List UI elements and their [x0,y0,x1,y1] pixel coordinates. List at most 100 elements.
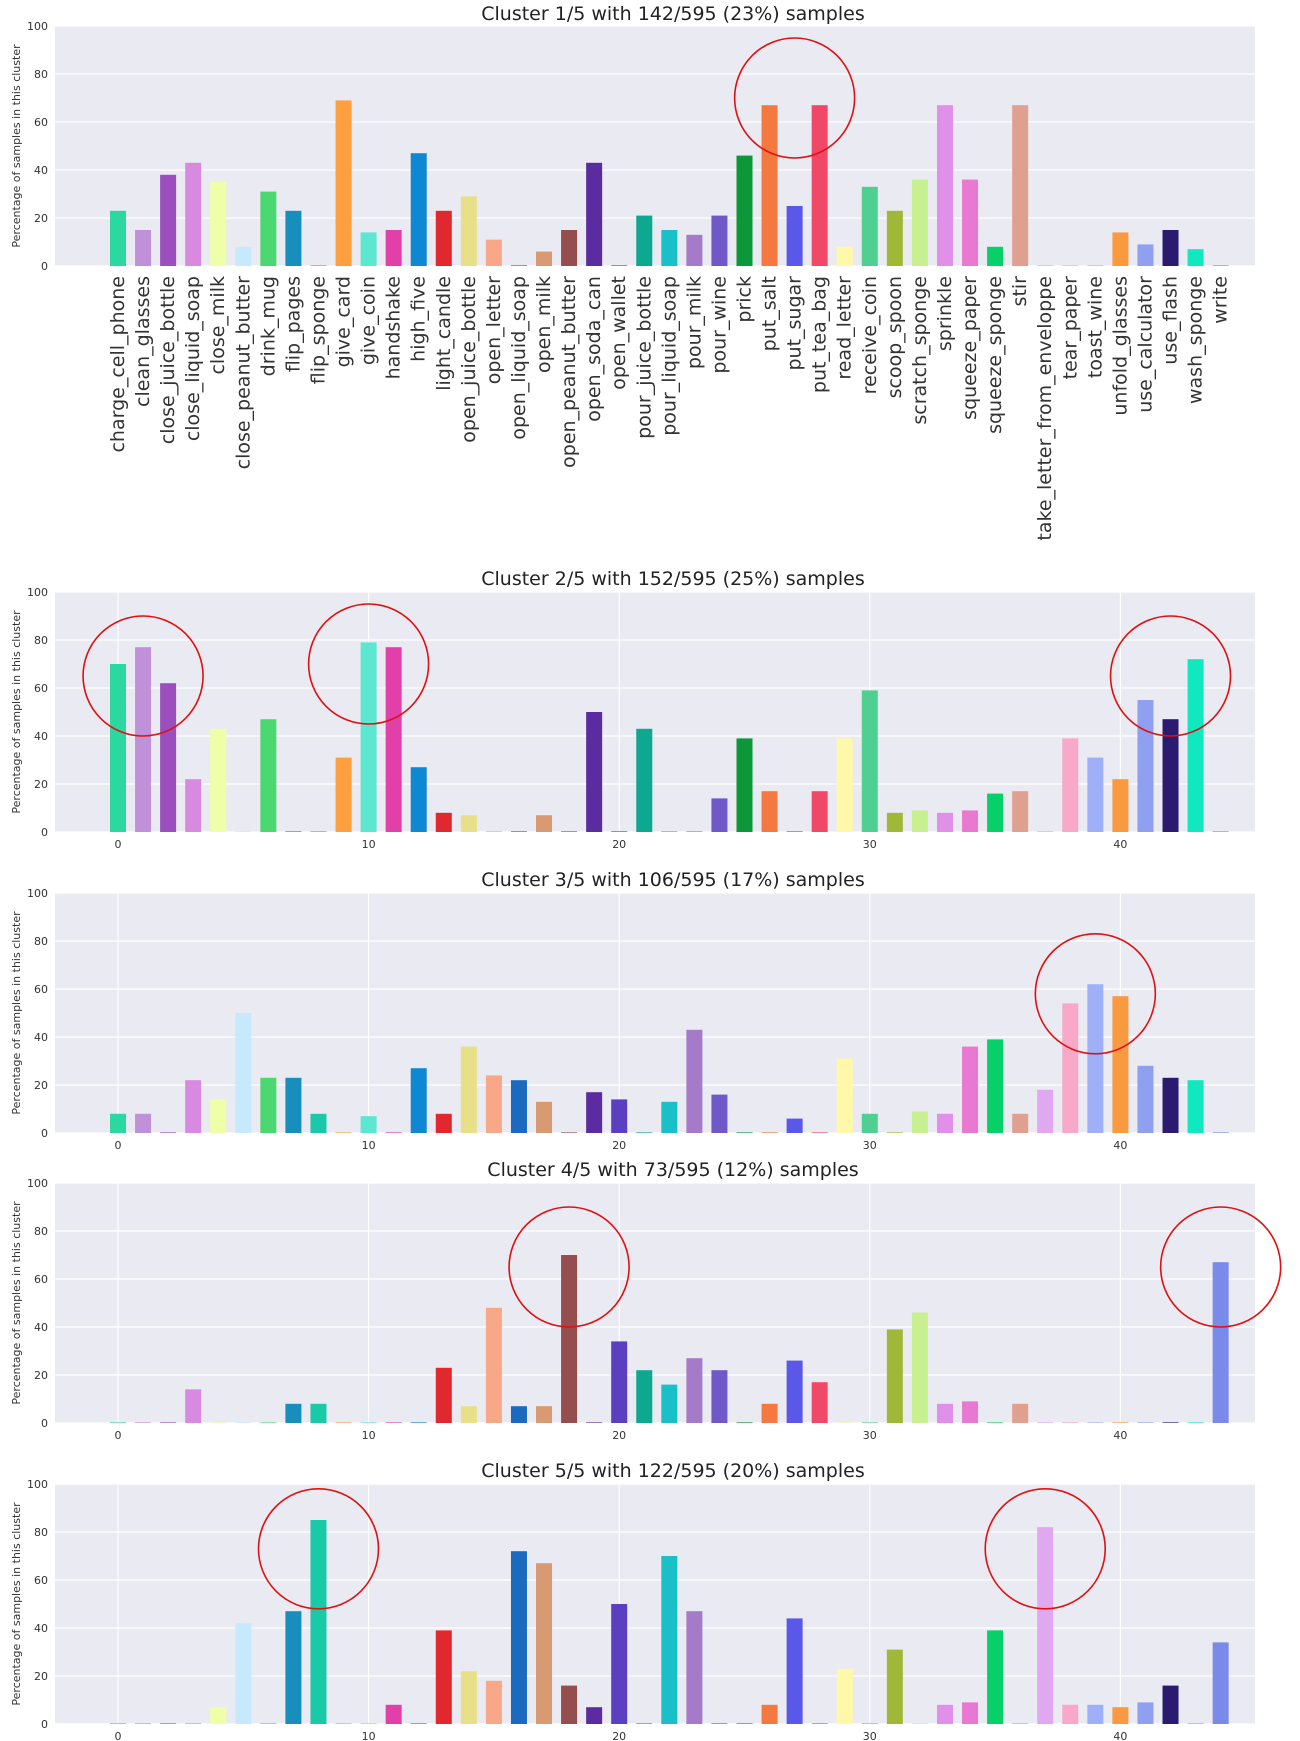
bar-toast_wine [1087,265,1104,266]
bar-put_salt [761,791,778,832]
bar-close_juice_bottle [160,1132,177,1133]
bar-open_milk [536,251,553,266]
bar-put_tea_bag [811,1723,828,1724]
bar-close_peanut_butter [235,1422,252,1423]
y-tick-label: 80 [34,935,48,948]
bar-close_milk [210,182,227,266]
x-tick-label-open_letter: open_letter [483,276,505,384]
bar-pour_juice_bottle [636,1370,653,1423]
bar-open_liquid_soap [510,265,527,266]
x-tick-label-high_five: high_five [408,276,430,362]
y-tick-label: 0 [41,260,48,273]
bar-open_juice_bottle [460,1406,477,1423]
bar-scratch_sponge [911,1111,928,1133]
bar-prick [736,738,753,832]
x-tick-label: 20 [612,1429,626,1442]
x-tick-label-close_peanut_butter: close_peanut_butter [232,276,254,470]
bar-charge_cell_phone [110,1113,126,1133]
bar-scoop_spoon [886,1329,903,1423]
bar-pour_wine [711,215,728,266]
x-tick-label: 40 [1113,1730,1127,1741]
bar-high_five [410,1422,427,1423]
x-tick-label-open_soda_can: open_soda_can [583,276,605,422]
highlight-circle [257,1488,380,1610]
x-tick-label-clean_glasses: clean_glasses [132,276,154,407]
bar-open_peanut_butter [561,1132,578,1133]
x-tick-label: 40 [1113,1429,1127,1442]
bar-clean_glasses [135,1113,152,1133]
x-tick-label-put_tea_bag: put_tea_bag [809,276,831,393]
bar-sprinkle [936,812,953,832]
bar-high_five [410,1068,427,1133]
bar-open_milk [536,815,553,832]
bar-close_peanut_butter [235,1623,252,1724]
bar-open_liquid_soap [510,1551,527,1724]
bar-receive_coin [861,186,878,266]
x-tick-label-open_liquid_soap: open_liquid_soap [508,276,530,440]
y-tick-label: 0 [41,1718,48,1731]
bar-light_candle [435,812,452,832]
bar-use_flash [1162,1422,1179,1423]
bar-handshake [385,1422,402,1423]
bar-squeeze_paper [962,810,979,832]
bar-squeeze_sponge [987,1039,1004,1133]
plot-area [55,1484,1255,1724]
y-tick-label: 60 [34,1273,48,1286]
bar-pour_liquid_soap [661,230,678,266]
bar-squeeze_paper [962,179,979,266]
bar-open_liquid_soap [510,831,527,832]
bar-pour_milk [686,234,703,266]
bar-close_juice_bottle [160,1422,177,1423]
bar-open_peanut_butter [561,230,578,266]
bar-open_juice_bottle [460,196,477,266]
chart-title: Cluster 1/5 with 142/595 (23%) samples [481,3,865,25]
y-tick-label: 100 [27,1177,48,1190]
bar-put_sugar [786,1360,803,1423]
bar-pour_milk [686,1029,703,1133]
bar-open_soda_can [586,162,603,266]
bar-close_peanut_butter [235,831,252,832]
x-tick-label-pour_milk: pour_milk [683,276,705,369]
bar-unfold_glasses [1112,1422,1129,1423]
x-tick-label-pour_wine: pour_wine [708,276,730,374]
bar-handshake [385,647,402,832]
y-axis-label: Percentage of samples in this cluster [10,1201,23,1405]
bar-read_letter [836,1422,853,1423]
x-tick-label-scoop_spoon: scoop_spoon [884,276,906,398]
bar-flip_pages [285,1077,302,1133]
bar-put_tea_bag [811,791,828,832]
bar-open_peanut_butter [561,831,578,832]
bar-stir [1012,105,1029,266]
x-tick-label: 30 [863,1730,877,1741]
x-tick-label-pour_juice_bottle: pour_juice_bottle [633,276,655,439]
bar-squeeze_sponge [987,246,1004,266]
bar-flip_pages [285,831,302,832]
bar-put_tea_bag [811,1382,828,1423]
bar-put_sugar [786,831,803,832]
bar-write [1212,1132,1229,1133]
bar-tear_paper [1062,1003,1079,1133]
x-tick-label-receive_coin: receive_coin [859,276,881,394]
bar-drink_mug [260,719,277,832]
x-tick-label: 0 [115,1429,122,1442]
bar-give_coin [360,1723,377,1724]
bar-use_calculator [1137,1065,1154,1133]
bar-give_card [335,1132,352,1133]
x-tick-label: 20 [612,1730,626,1741]
highlight-circle [733,37,856,159]
bar-handshake [385,230,402,266]
bar-use_flash [1162,230,1179,266]
bar-open_juice_bottle [460,1046,477,1133]
bar-flip_sponge [310,1403,327,1423]
y-tick-label: 0 [41,1417,48,1430]
bar-give_coin [360,1422,377,1423]
x-tick-label-close_juice_bottle: close_juice_bottle [157,276,179,444]
x-tick-label-squeeze_sponge: squeeze_sponge [984,276,1006,434]
x-tick-label-open_juice_bottle: open_juice_bottle [458,276,480,443]
x-tick-label: 10 [362,838,376,851]
bar-sprinkle [936,1704,953,1724]
bar-pour_liquid_soap [661,1384,678,1423]
x-tick-label: 10 [362,1730,376,1741]
bar-take_letter_from_enveloppe [1037,1527,1054,1724]
